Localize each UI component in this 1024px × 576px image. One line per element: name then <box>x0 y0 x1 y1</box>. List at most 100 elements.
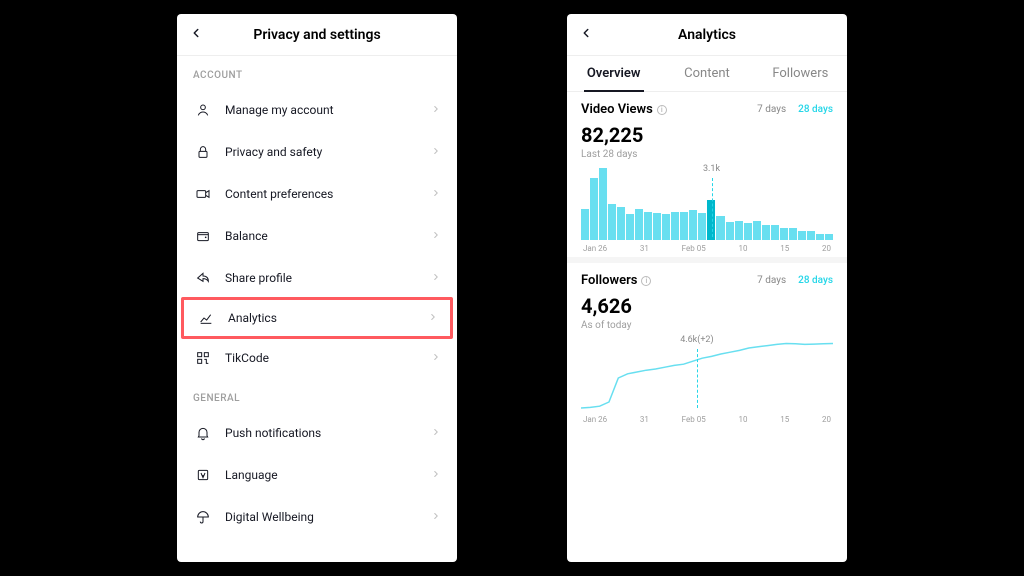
settings-row-push-notifications[interactable]: Push notifications <box>177 412 457 454</box>
settings-row-content-preferences[interactable]: Content preferences <box>177 173 457 215</box>
analytics-icon <box>196 310 216 326</box>
tab-content[interactable]: Content <box>660 56 753 91</box>
person-icon <box>193 102 213 118</box>
settings-row-balance[interactable]: Balance <box>177 215 457 257</box>
page-title: Analytics <box>579 27 835 43</box>
page-title: Privacy and settings <box>189 27 445 43</box>
bar[interactable] <box>798 231 806 240</box>
bar[interactable] <box>753 221 761 240</box>
line-path <box>581 343 833 408</box>
range-28-days[interactable]: 28 days <box>798 275 833 286</box>
bar[interactable] <box>807 231 815 240</box>
x-tick: Feb 05 <box>682 244 706 253</box>
bar[interactable] <box>689 210 697 240</box>
settings-screen: Privacy and settings ACCOUNTManage my ac… <box>177 14 457 562</box>
followers-title: Followers <box>581 273 637 288</box>
row-label: Push notifications <box>225 426 431 440</box>
bar[interactable] <box>581 209 589 240</box>
range-7-days[interactable]: 7 days <box>757 104 786 115</box>
chevron-right-icon <box>431 468 441 482</box>
settings-row-manage-my-account[interactable]: Manage my account <box>177 89 457 131</box>
chevron-right-icon <box>428 311 438 325</box>
bar[interactable] <box>816 234 824 240</box>
header: Privacy and settings <box>177 14 457 56</box>
umbrella-icon <box>193 509 213 525</box>
row-label: Manage my account <box>225 103 431 117</box>
row-label: Analytics <box>228 311 428 325</box>
bar[interactable] <box>671 212 679 240</box>
settings-row-tikcode[interactable]: TikCode <box>177 337 457 379</box>
bar[interactable] <box>735 221 743 240</box>
x-tick: 10 <box>738 415 747 424</box>
bar[interactable] <box>590 178 598 240</box>
tab-overview[interactable]: Overview <box>567 56 660 91</box>
settings-row-digital-wellbeing[interactable]: Digital Wellbeing <box>177 496 457 538</box>
bar[interactable] <box>726 222 734 240</box>
bar[interactable] <box>644 212 652 240</box>
x-tick: Jan 26 <box>583 415 607 424</box>
range-7-days[interactable]: 7 days <box>757 275 786 286</box>
range-toggle: 7 days 28 days <box>757 275 833 286</box>
x-tick: 20 <box>822 244 831 253</box>
tab-followers[interactable]: Followers <box>754 56 847 91</box>
settings-row-language[interactable]: Language <box>177 454 457 496</box>
range-28-days[interactable]: 28 days <box>798 104 833 115</box>
panel-title: Video Views i <box>581 102 667 117</box>
followers-chart: 4.6k(+2) Jan 2631Feb 05101520 <box>581 339 833 424</box>
video-views-sub: Last 28 days <box>581 149 833 160</box>
bar[interactable] <box>825 234 833 240</box>
chevron-right-icon <box>431 229 441 243</box>
row-label: Share profile <box>225 271 431 285</box>
x-tick: 15 <box>780 244 789 253</box>
bar[interactable] <box>744 223 752 240</box>
wallet-icon <box>193 228 213 244</box>
bar[interactable] <box>599 168 607 240</box>
x-tick: 15 <box>780 415 789 424</box>
chart-highlight-label: 4.6k(+2) <box>676 335 717 345</box>
row-label: TikCode <box>225 351 431 365</box>
video-views-chart: 3.1k Jan 2631Feb 05101520 <box>581 168 833 253</box>
chevron-right-icon <box>431 351 441 365</box>
row-label: Privacy and safety <box>225 145 431 159</box>
bar[interactable] <box>626 214 634 240</box>
chevron-right-icon <box>431 103 441 117</box>
bar[interactable] <box>635 209 643 240</box>
bar-chart <box>581 168 833 240</box>
bar[interactable] <box>653 213 661 240</box>
info-icon[interactable]: i <box>641 276 651 286</box>
x-tick: 31 <box>640 244 649 253</box>
header: Analytics <box>567 14 847 56</box>
panel-head: Followers i 7 days 28 days <box>581 273 833 288</box>
chart-highlight-line <box>712 178 713 237</box>
followers-value: 4,626 <box>581 294 833 318</box>
followers-sub: As of today <box>581 320 833 331</box>
x-tick: Jan 26 <box>583 244 607 253</box>
chart-highlight-line <box>697 349 698 408</box>
bar[interactable] <box>716 216 724 240</box>
analytics-body: Video Views i 7 days 28 days 82,225 Last… <box>567 92 847 562</box>
chevron-right-icon <box>431 271 441 285</box>
share-icon <box>193 270 213 286</box>
section-label: GENERAL <box>177 379 457 412</box>
bar[interactable] <box>789 228 797 240</box>
bar[interactable] <box>698 213 706 240</box>
language-icon <box>193 467 213 483</box>
settings-row-analytics[interactable]: Analytics <box>181 297 453 339</box>
bar[interactable] <box>780 228 788 240</box>
bar[interactable] <box>771 225 779 240</box>
settings-row-share-profile[interactable]: Share profile <box>177 257 457 299</box>
row-label: Language <box>225 468 431 482</box>
bar[interactable] <box>762 225 770 240</box>
analytics-tabs: OverviewContentFollowers <box>567 56 847 92</box>
panel-head: Video Views i 7 days 28 days <box>581 102 833 117</box>
bar[interactable] <box>608 204 616 240</box>
row-label: Digital Wellbeing <box>225 510 431 524</box>
video-views-value: 82,225 <box>581 123 833 147</box>
bar[interactable] <box>662 214 670 240</box>
settings-row-privacy-and-safety[interactable]: Privacy and safety <box>177 131 457 173</box>
x-tick: Feb 05 <box>682 415 706 424</box>
info-icon[interactable]: i <box>657 105 667 115</box>
bar[interactable] <box>680 212 688 240</box>
bar[interactable] <box>617 207 625 240</box>
x-axis: Jan 2631Feb 05101520 <box>581 415 833 424</box>
